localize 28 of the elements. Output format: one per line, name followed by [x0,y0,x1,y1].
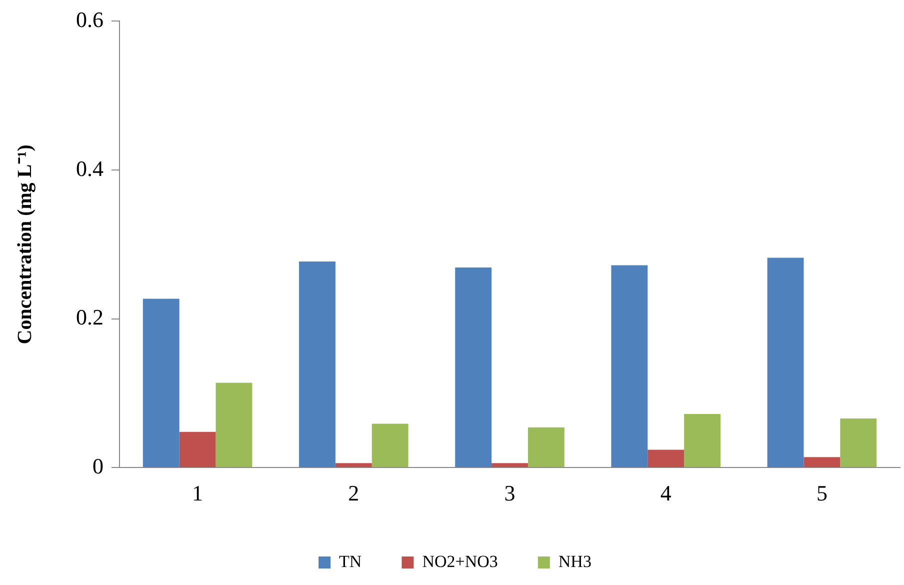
y-tick-label: 0.2 [76,304,104,330]
legend-label: NO2+NO3 [422,552,498,571]
bar [804,457,840,468]
x-tick-label: 3 [504,480,516,506]
bar [648,450,684,468]
bar [528,427,564,468]
bar [684,414,720,468]
y-tick-label: 0.4 [76,156,104,181]
bar [840,418,877,468]
y-tick-label: 0.6 [76,6,104,32]
bar [372,424,408,468]
x-tick-label: 4 [660,480,672,506]
x-tick-label: 1 [192,480,204,506]
bar [611,265,648,468]
bar [455,267,492,468]
y-axis-title: Concentration (mg L⁻¹) [14,144,36,344]
bar [492,463,528,468]
bar [299,262,336,468]
x-tick-label: 5 [816,480,828,506]
bar [216,382,252,468]
bar [767,258,804,468]
legend-label: NH3 [558,552,592,571]
y-tick-label: 0 [92,453,104,478]
x-tick-label: 2 [348,480,360,506]
legend-label: TN [339,552,362,571]
bar [179,432,216,468]
bar [335,463,372,468]
bar [142,298,180,468]
